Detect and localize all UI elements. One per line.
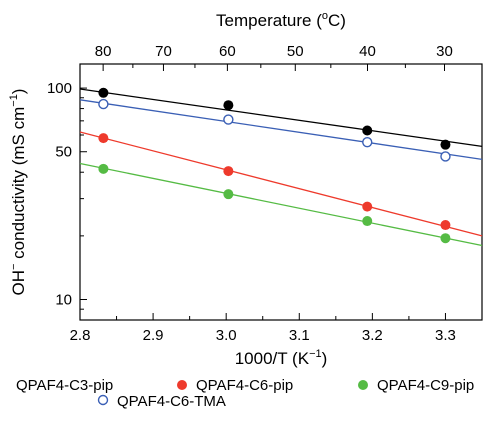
legend-item: QPAF4-C6-TMA bbox=[97, 393, 226, 410]
data-point bbox=[223, 166, 234, 177]
top-axis-label: Temperature (oC) bbox=[216, 10, 346, 30]
data-point bbox=[440, 233, 451, 244]
y-axis-label: OH− conductivity (mS cm−1) bbox=[8, 89, 28, 296]
top-tick-label: 70 bbox=[155, 43, 172, 60]
fit-line bbox=[79, 162, 483, 247]
legend-item: QPAF4-C9-pip bbox=[358, 377, 474, 394]
x-axis-ticks: 2.8 2.9 3.0 3.1 3.2 3.3 bbox=[70, 313, 456, 344]
y-tick-label: 10 bbox=[55, 292, 72, 309]
fit-lines bbox=[79, 88, 483, 247]
plot-frame bbox=[79, 63, 483, 321]
fit-line bbox=[79, 131, 483, 237]
legend-marker bbox=[97, 394, 109, 406]
data-point bbox=[223, 100, 234, 111]
data-point bbox=[223, 189, 234, 200]
legend-marker bbox=[358, 380, 368, 390]
x-tick-label: 3.1 bbox=[289, 327, 310, 344]
data-points bbox=[98, 87, 451, 244]
data-point bbox=[98, 98, 109, 110]
y-tick-label: 50 bbox=[55, 144, 72, 161]
legend: QPAF4-C3-pip QPAF4-C6-pip QPAF4-C9-pip Q… bbox=[16, 377, 474, 410]
legend-label: QPAF4-C3-pip bbox=[16, 377, 113, 394]
data-point bbox=[223, 114, 234, 125]
legend-item: QPAF4-C6-pip bbox=[177, 377, 293, 394]
x-tick-label: 3.3 bbox=[435, 327, 456, 344]
fit-line bbox=[79, 88, 483, 148]
top-tick-label: 30 bbox=[436, 43, 453, 60]
plot-area: 2.8 2.9 3.0 3.1 3.2 3.3 10 50 100 80 70 60 50 40 30 bbox=[47, 43, 483, 344]
data-point bbox=[440, 151, 451, 162]
data-point bbox=[362, 201, 373, 212]
x-tick-label: 3.0 bbox=[216, 327, 237, 344]
legend-item: QPAF4-C3-pip bbox=[16, 377, 113, 394]
x-tick-label: 2.8 bbox=[70, 327, 91, 344]
legend-label: QPAF4-C6-TMA bbox=[117, 393, 226, 410]
y-axis-ticks: 10 50 100 bbox=[47, 80, 87, 321]
y-tick-label: 100 bbox=[47, 80, 72, 97]
top-axis-ticks: 80 70 60 50 40 30 bbox=[95, 43, 453, 71]
x-axis-label: 1000/T (K−1) bbox=[235, 348, 328, 368]
x-tick-label: 3.2 bbox=[362, 327, 383, 344]
data-point bbox=[440, 139, 451, 150]
data-point bbox=[98, 87, 109, 98]
data-point bbox=[362, 136, 373, 148]
legend-label: QPAF4-C6-pip bbox=[196, 377, 293, 394]
legend-marker bbox=[177, 380, 187, 390]
top-tick-label: 40 bbox=[359, 43, 376, 60]
x-tick-label: 2.9 bbox=[143, 327, 164, 344]
data-point bbox=[98, 163, 109, 174]
fit-line bbox=[79, 99, 483, 161]
legend-label: QPAF4-C9-pip bbox=[377, 377, 474, 394]
top-tick-label: 80 bbox=[95, 43, 112, 60]
data-point bbox=[440, 220, 451, 231]
data-point bbox=[98, 133, 109, 144]
data-point bbox=[362, 216, 373, 227]
top-tick-label: 60 bbox=[219, 43, 236, 60]
data-point bbox=[362, 125, 373, 136]
top-tick-label: 50 bbox=[287, 43, 304, 60]
